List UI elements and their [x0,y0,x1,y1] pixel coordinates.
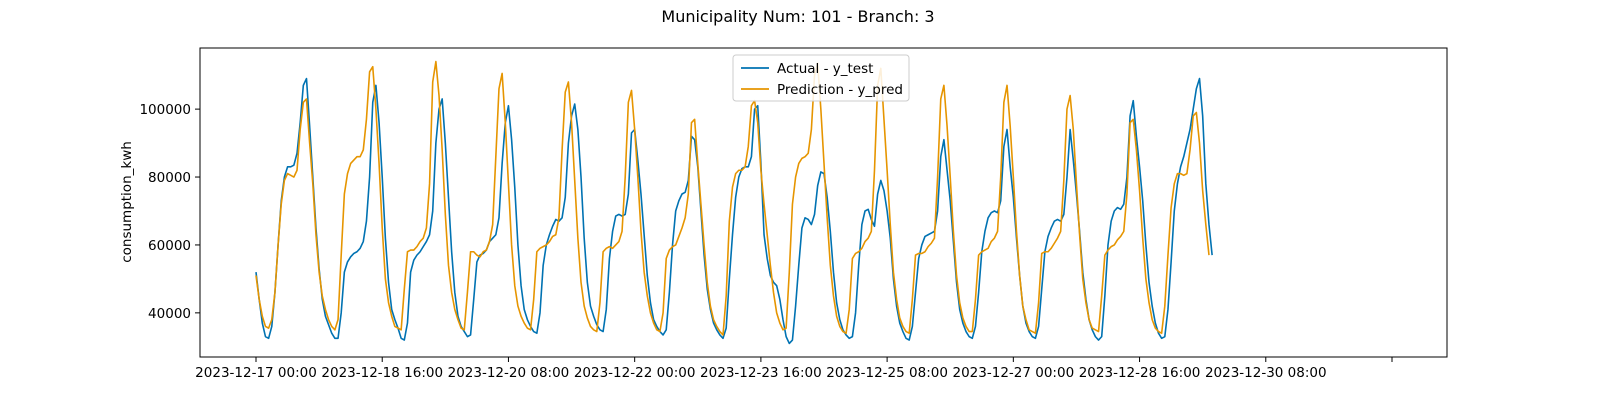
x-tick-label: 2023-12-18 16:00 [321,365,443,381]
x-tick-label: 2023-12-27 00:00 [953,365,1075,381]
series-line-actual [255,77,1213,345]
legend-box [732,54,910,102]
legend-label-prediction: Prediction - y_pred [777,82,903,98]
chart-title: Municipality Num: 101 - Branch: 3 [661,7,934,26]
legend: Actual - y_test Prediction - y_pred [732,54,910,102]
y-tick-label: 40000 [148,306,191,322]
y-tick-label: 100000 [139,102,191,118]
y-tick-label: 60000 [148,238,191,254]
x-tick-label: 2023-12-25 08:00 [826,365,948,381]
x-tick-label: 2023-12-20 08:00 [448,365,570,381]
x-tick-label: 2023-12-22 00:00 [574,365,696,381]
x-tick-label: 2023-12-17 00:00 [195,365,317,381]
y-tick-label: 80000 [148,170,191,186]
axes-frame [199,47,1448,358]
x-tick-label: 2023-12-28 16:00 [1079,365,1201,381]
x-tick-label: 2023-12-30 08:00 [1205,365,1327,381]
x-tick-label: 2023-12-23 16:00 [700,365,822,381]
y-axis-label: consumption_kwh [119,141,135,263]
x-axis: 2023-12-17 00:00 2023-12-18 16:00 2023-12-… [195,357,1393,381]
legend-label-actual: Actual - y_test [777,61,873,77]
y-axis: 40000 60000 80000 100000 [139,102,200,322]
series-line-prediction [255,60,1210,336]
plot-area [255,60,1213,345]
